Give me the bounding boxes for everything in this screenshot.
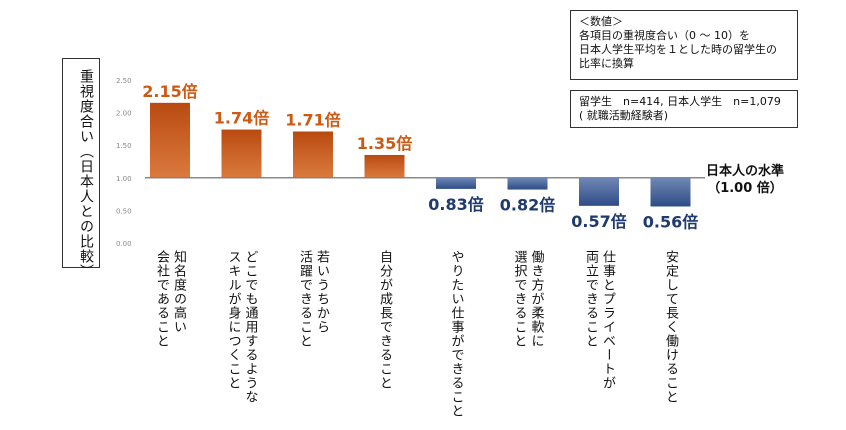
- sample-note-line: 留学生 n=414, 日本人学生 n=1,079: [579, 95, 781, 108]
- y-axis-label-box: 重視度合い（日本人との比較）: [62, 58, 100, 279]
- method-note-line: 日本人学生平均を１とした時の留学生の: [579, 43, 777, 56]
- method-note-line: ＜数値＞: [579, 15, 623, 28]
- sample-note: 留学生 n=414, 日本人学生 n=1,079 ( 就職活動経験者): [570, 90, 798, 128]
- y-tick-label: 0.00: [116, 240, 132, 248]
- category-label: 若いうちから 活躍できること: [297, 250, 329, 348]
- bar: [221, 129, 262, 178]
- category-label: 安定して長く働けること: [663, 250, 678, 404]
- y-tick-label: 1.50: [116, 142, 132, 150]
- method-note-line: 各項目の重視度合い（0 ～ 10）を: [579, 29, 750, 42]
- data-label: 0.82倍: [500, 196, 555, 215]
- data-label: 0.56倍: [643, 212, 698, 231]
- category-label: 働き方が柔軟に 選択できること: [511, 250, 544, 348]
- bar: [650, 177, 691, 207]
- data-label: 0.57倍: [571, 212, 626, 231]
- data-label: 0.83倍: [428, 195, 483, 214]
- category-label: どこでも通用するような スキルが身につくこと: [225, 250, 258, 404]
- baseline-label: 日本人の水準 （1.00 倍）: [700, 163, 790, 197]
- bar: [436, 177, 476, 189]
- category-label: やりたい仕事ができること: [448, 250, 464, 418]
- data-label: 1.74倍: [214, 109, 269, 128]
- baseline-label-value: （1.00 倍）: [707, 181, 783, 196]
- bar: [364, 154, 405, 178]
- category-label: 仕事とプライベートが 両立できること: [583, 250, 615, 390]
- category-label: 自分が成長できること: [377, 250, 392, 390]
- method-note-line: 比率に換算: [579, 57, 634, 70]
- y-tick-label: 0.50: [116, 207, 132, 215]
- y-axis-label: 重視度合い（日本人との比較）: [78, 69, 94, 279]
- data-label: 1.71倍: [285, 111, 340, 130]
- data-label: 2.15倍: [142, 82, 197, 101]
- category-label: 知名度の高い 会社であること: [154, 250, 186, 348]
- y-tick-label: 1.00: [116, 175, 132, 183]
- data-label: 1.35倍: [357, 134, 412, 153]
- sample-note-line: ( 就職活動経験者): [579, 109, 669, 122]
- method-note: ＜数値＞ 各項目の重視度合い（0 ～ 10）を 日本人学生平均を１とした時の留学…: [570, 10, 798, 80]
- y-tick-label: 2.50: [116, 77, 132, 85]
- bar: [507, 177, 548, 190]
- bar: [293, 131, 333, 178]
- bar: [579, 177, 619, 206]
- bar: [150, 102, 190, 178]
- baseline-label-title: 日本人の水準: [705, 164, 784, 179]
- y-tick-label: 2.00: [116, 110, 132, 118]
